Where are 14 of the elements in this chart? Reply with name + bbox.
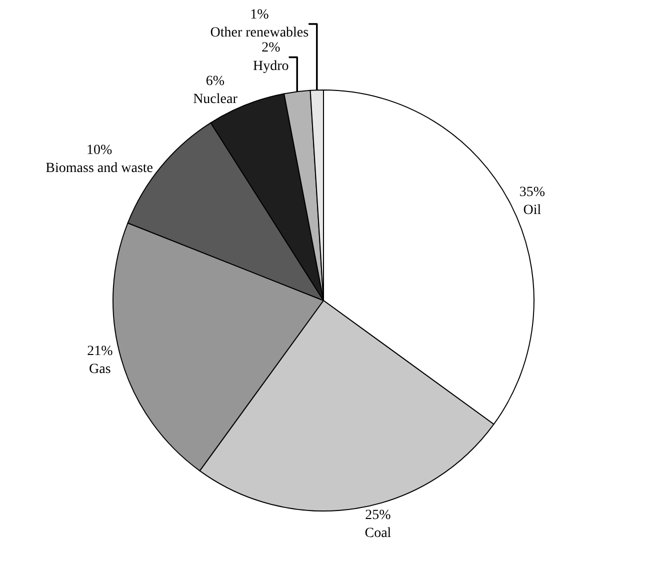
slice-label: Biomass and waste <box>46 161 154 176</box>
slice-label: Oil <box>523 203 542 218</box>
data-label: 25% <box>365 508 392 523</box>
data-label: 6% <box>206 74 225 89</box>
data-label: 2% <box>262 40 281 56</box>
data-label: 21% <box>87 344 114 359</box>
slice-label: Other renewables <box>210 26 309 41</box>
data-label: 10% <box>86 142 113 158</box>
slice-label: Hydro <box>253 58 289 74</box>
data-label: 35% <box>519 184 546 200</box>
slice-label: Coal <box>364 526 392 542</box>
data-label: 1% <box>250 7 270 22</box>
slice-label: Gas <box>89 362 111 378</box>
slice-label: Nuclear <box>193 92 238 108</box>
